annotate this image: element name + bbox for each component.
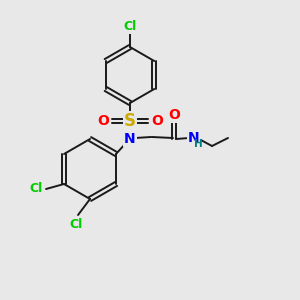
Text: O: O <box>151 114 163 128</box>
Text: Cl: Cl <box>69 218 82 232</box>
Text: N: N <box>124 132 136 146</box>
Text: N: N <box>188 131 200 145</box>
Text: O: O <box>97 114 109 128</box>
Text: S: S <box>124 112 136 130</box>
Text: O: O <box>168 108 180 122</box>
Text: Cl: Cl <box>29 182 43 196</box>
Text: H: H <box>194 139 202 149</box>
Text: Cl: Cl <box>123 20 136 34</box>
